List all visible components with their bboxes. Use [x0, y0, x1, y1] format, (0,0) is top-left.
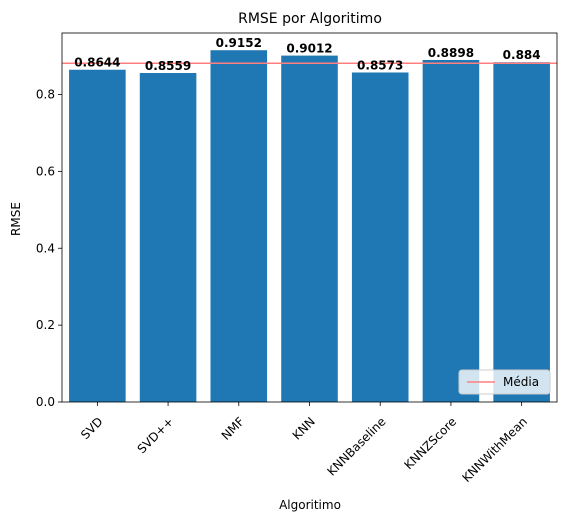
y-tick-label: 0.2	[36, 318, 55, 332]
legend-label-mean: Média	[503, 375, 539, 389]
data-label: 0.9152	[216, 36, 262, 50]
bar-svd	[69, 70, 126, 402]
data-label: 0.8559	[145, 59, 191, 73]
x-tick-label: KNNWithMean	[459, 414, 530, 485]
x-tick-label: SVD++	[135, 414, 177, 456]
bar-nmf	[211, 50, 268, 402]
data-label: 0.8644	[74, 56, 120, 70]
bar-knnzscore	[423, 60, 480, 402]
chart-title: RMSE por Algoritimo	[238, 11, 382, 27]
bar-svdplusplus	[140, 73, 197, 402]
y-tick-label: 0.0	[36, 395, 55, 409]
legend: Média	[459, 370, 550, 394]
y-tick-label: 0.4	[36, 241, 55, 255]
x-tick-label: KNN	[290, 414, 318, 442]
bar-knnwithmean	[493, 62, 550, 402]
x-tick-label: KNNZScore	[402, 414, 460, 472]
x-tick-label: KNNBaseline	[324, 414, 388, 478]
y-tick-label: 0.8	[36, 88, 55, 102]
bars-group	[69, 50, 550, 402]
x-axis: SVD SVD++ NMF KNN KNNBaseline KNNZScore KNNWit…	[78, 402, 530, 485]
bar-knn	[281, 56, 338, 402]
x-tick-label: NMF	[219, 414, 248, 443]
data-label: 0.9012	[286, 42, 332, 56]
data-label: 0.8573	[357, 58, 403, 72]
y-axis: 0.0 0.2 0.4 0.6 0.8	[36, 88, 62, 410]
data-label: 0.884	[503, 48, 541, 62]
x-tick-label: SVD	[78, 414, 106, 442]
bar-knnbaseline	[352, 72, 409, 402]
x-axis-label: Algoritimo	[279, 498, 341, 512]
y-tick-label: 0.6	[36, 164, 55, 178]
y-axis-label: RMSE	[9, 202, 23, 236]
data-label: 0.8898	[428, 46, 474, 60]
